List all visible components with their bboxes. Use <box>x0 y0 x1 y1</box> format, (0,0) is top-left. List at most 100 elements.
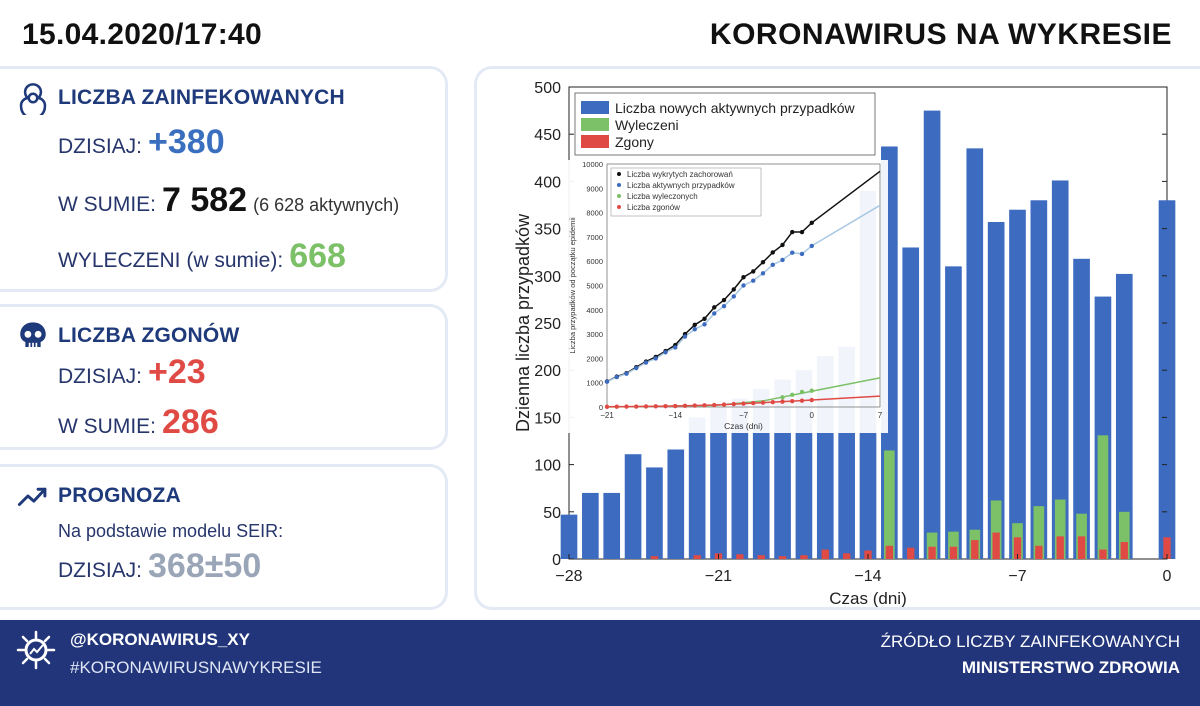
bar-deaths <box>650 556 659 559</box>
bar-deaths <box>1056 536 1064 559</box>
inset-x-tick-label: 0 <box>810 411 815 420</box>
bar-deaths <box>949 546 958 559</box>
bar-recovered <box>884 450 895 559</box>
inset-point <box>809 388 814 393</box>
x-tick-label: −21 <box>705 568 732 585</box>
forecast-header: PROGNOZA <box>16 479 181 513</box>
inset-point <box>682 403 688 408</box>
daily-cases-chart: 0 50 100 150 200 250 300 350 400 450 500 −28 −21 −14 −… <box>513 80 1176 607</box>
bar-deaths <box>821 549 829 559</box>
inset-point <box>809 243 814 249</box>
inset-point <box>780 257 785 263</box>
forecast-title: PROGNOZA <box>58 484 181 507</box>
inset-point <box>673 403 678 409</box>
infected-title: LICZBA ZAINFEKOWANYCH <box>58 86 345 109</box>
skull-icon <box>20 322 46 348</box>
inset-y-tick-label: 8000 <box>586 209 603 218</box>
top-bar: 15.04.2020/17:40 KORONAWIRUS NA WYKRESIE <box>0 0 1200 66</box>
bar-active <box>560 514 578 559</box>
inset-point <box>799 398 805 403</box>
inset-point <box>760 271 766 276</box>
bar-recovered <box>926 532 938 559</box>
inset-y-tick-label: 6000 <box>586 257 603 266</box>
y-axis-label: Dzienna liczba przypadków <box>513 213 533 432</box>
deaths-header: LICZBA ZGONÓW <box>16 319 239 353</box>
recovered-row: WYLECZENI (w sumie): 668 <box>58 237 346 276</box>
inset-point <box>712 311 717 316</box>
social-handle[interactable]: @KORONAWIRUS_XY <box>70 630 250 649</box>
datetime: 15.04.2020/17:40 <box>22 18 263 51</box>
inset-point <box>604 379 610 384</box>
deaths-total-label: W SUMIE: <box>58 415 156 438</box>
inset-point <box>663 350 668 355</box>
forecast-model-row: Na podstawie modelu SEIR: <box>58 521 283 542</box>
infected-total-row: W SUMIE: 7 582 (6 628 aktywnych) <box>58 181 399 220</box>
deaths-title: LICZBA ZGONÓW <box>58 324 240 347</box>
inset-point <box>790 392 795 398</box>
inset-y-axis-label: Liczba przypadków od początku epidemii <box>568 217 577 354</box>
inset-point <box>624 404 629 409</box>
infected-header: LICZBA ZAINFEKOWANYCH <box>16 81 345 115</box>
virus-icon <box>16 630 56 670</box>
inset-point <box>760 259 766 265</box>
active-note: (6 628 aktywnych) <box>253 195 400 215</box>
bar-active <box>710 407 727 559</box>
y-tick-label: 400 <box>534 174 561 191</box>
inset-legend-label: Liczba wyleczonych <box>627 192 698 201</box>
bar-active <box>603 492 621 559</box>
inset-point <box>653 404 658 409</box>
inset-point <box>653 356 658 361</box>
legend-swatch <box>581 135 609 148</box>
inset-legend-label: Liczba aktywnych przypadków <box>627 181 735 190</box>
deaths-total-value: 286 <box>162 403 219 441</box>
y-tick-label: 450 <box>534 127 561 144</box>
bar-deaths <box>1077 536 1086 559</box>
inset-point <box>809 397 814 403</box>
inset-point <box>702 316 707 321</box>
inset-point <box>799 389 805 395</box>
inset-point <box>634 404 639 409</box>
inset-point <box>643 360 649 365</box>
inset-point <box>604 404 610 409</box>
inset-legend-box <box>610 167 762 217</box>
inset-point <box>731 294 736 299</box>
inset-x-tick-label: −14 <box>668 411 682 420</box>
bar-active <box>966 148 984 560</box>
y-tick-label: 100 <box>534 458 561 475</box>
bar-recovered <box>1054 499 1066 559</box>
inset-x-axis-label: Czas (dni) <box>724 421 763 431</box>
trend-up-icon <box>17 487 47 506</box>
bar-deaths <box>992 532 1000 559</box>
bar-active <box>731 398 749 559</box>
inset-point <box>721 402 727 407</box>
inset-point <box>780 395 785 400</box>
x-tick-label: 0 <box>1163 568 1172 585</box>
inset-point <box>624 371 629 376</box>
inset-point <box>770 250 775 255</box>
bar-recovered <box>948 531 959 559</box>
inset-point <box>751 278 756 283</box>
hashtag[interactable]: #KORONAWIRUSNAWYKRESIE <box>70 658 322 677</box>
inset-legend-marker <box>617 205 621 209</box>
forecast-today-label: DZISIAJ: <box>58 559 143 582</box>
bar-deaths <box>1163 537 1171 559</box>
inset-point <box>643 404 649 409</box>
source-label: ŹRÓDŁO LICZBY ZAINFEKOWANYCH <box>880 632 1180 651</box>
inset-point <box>731 287 736 292</box>
inset-legend-label: Liczba wykrytych zachorowań <box>627 170 733 179</box>
inset-point <box>712 402 717 408</box>
inset-y-tick-label: 7000 <box>586 233 603 242</box>
inset-point <box>770 399 775 405</box>
infected-today-value: +380 <box>148 123 225 161</box>
bar-deaths <box>1035 545 1043 559</box>
deaths-card: LICZBA ZGONÓW DZISIAJ: +23 W SUMIE: 286 <box>0 304 448 450</box>
bar-deaths <box>778 556 787 559</box>
inset-point <box>692 403 697 408</box>
inset-point <box>780 399 785 404</box>
bar-active <box>1009 209 1026 559</box>
inset-y-tick-label: 1000 <box>586 379 603 388</box>
inset-point <box>790 250 795 255</box>
bar-deaths <box>1013 537 1022 559</box>
inset-point <box>692 327 697 332</box>
inset-legend-marker <box>617 172 621 176</box>
